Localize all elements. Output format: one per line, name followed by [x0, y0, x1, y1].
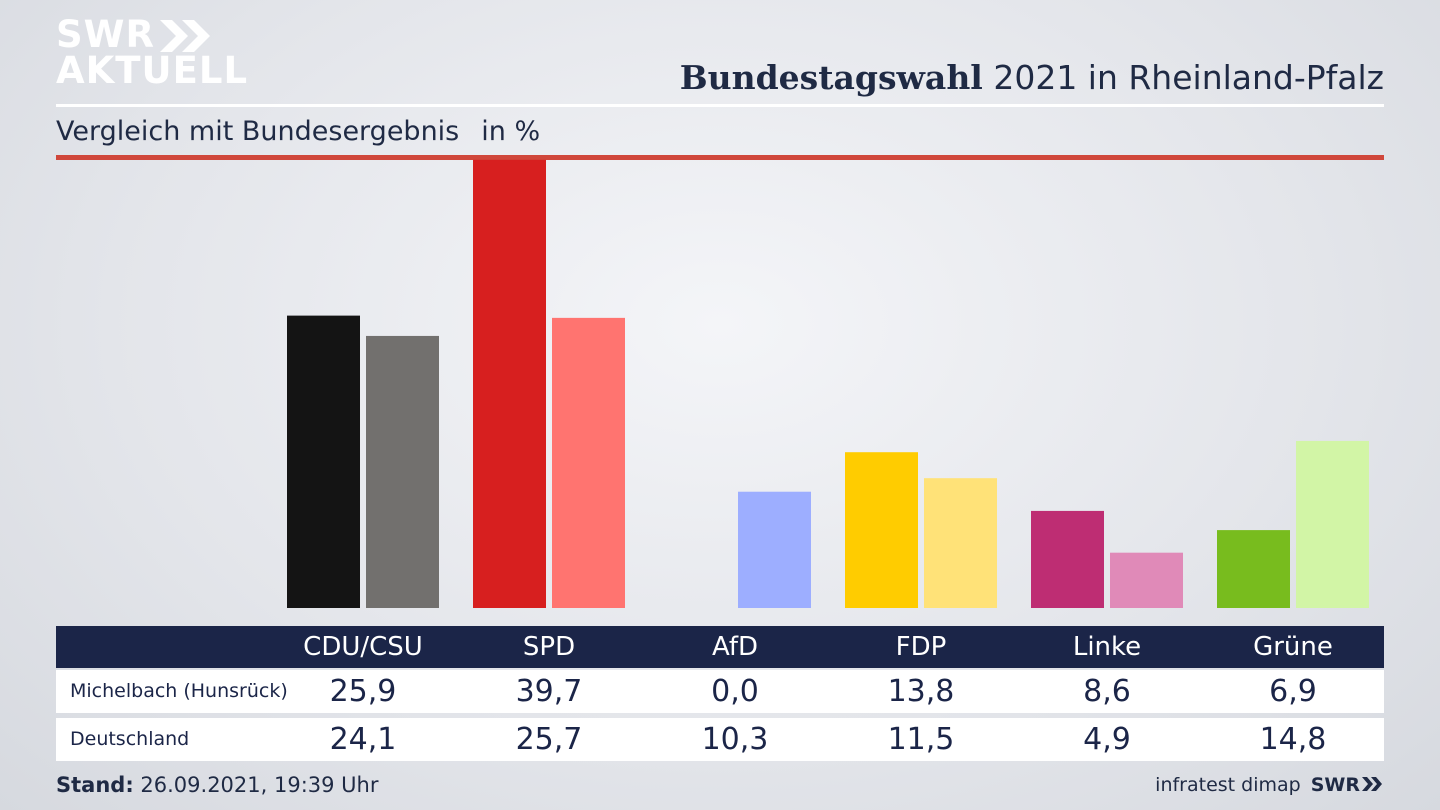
table-header — [56, 626, 1384, 668]
value-gr-ne-national: 14,8 — [1259, 722, 1327, 757]
column-header-linke: Linke — [1072, 632, 1142, 662]
bar-fdp-s2 — [924, 478, 997, 608]
bar-cdu-csu-s1 — [287, 315, 360, 608]
stand-label: Stand: — [56, 773, 134, 797]
bar-cdu-csu-s2 — [366, 335, 439, 608]
bar-fdp-s1 — [845, 452, 918, 608]
value-cdu-csu-local: 25,9 — [329, 674, 397, 709]
bar-gr-ne-s2 — [1296, 440, 1369, 608]
timestamp: Stand: 26.09.2021, 19:39 Uhr — [56, 770, 379, 800]
value-afd-national: 10,3 — [701, 722, 769, 757]
column-header-afd: AfD — [711, 632, 759, 662]
chart-subtitle: Vergleich mit Bundesergebnis in % — [56, 114, 540, 150]
column-header-cdu-csu: CDU/CSU — [303, 632, 423, 662]
title-bold: Bundestagswahl — [679, 58, 983, 97]
value-afd-local: 0,0 — [711, 674, 759, 709]
header-divider — [56, 104, 1384, 107]
bar-spd-s1 — [473, 159, 546, 608]
title-rest: 2021 in Rheinland-Pfalz — [982, 58, 1384, 97]
stand-value: 26.09.2021, 19:39 Uhr — [133, 773, 379, 797]
brand-text: SWR — [1310, 774, 1360, 796]
logo-line-2: AKTUELL — [56, 49, 249, 92]
value-cdu-csu-national: 24,1 — [329, 722, 397, 757]
brand-chevron-icon — [1362, 777, 1382, 791]
bar-linke-s2 — [1110, 552, 1183, 608]
bar-linke-s1 — [1031, 510, 1104, 608]
unit-label: in % — [481, 116, 541, 147]
value-fdp-local: 13,8 — [887, 674, 955, 709]
value-fdp-national: 11,5 — [887, 722, 955, 757]
logo-line-1: SWR — [56, 13, 155, 56]
source-text: infratest dimap — [1155, 774, 1301, 796]
table-row-local — [56, 670, 1384, 713]
column-header-fdp: FDP — [895, 632, 947, 662]
accent-divider — [56, 155, 1384, 160]
source-credit: infratest dimap SWR — [1155, 770, 1384, 800]
row-label-local: Michelbach (Hunsrück) — [70, 680, 288, 702]
bar-chart — [287, 159, 1369, 608]
value-linke-local: 8,6 — [1083, 674, 1131, 709]
column-header-spd: SPD — [522, 632, 576, 662]
value-spd-local: 39,7 — [515, 674, 583, 709]
swr-aktuell-logo: SWR AKTUELL — [56, 13, 247, 90]
bar-spd-s2 — [552, 317, 625, 608]
value-linke-national: 4,9 — [1083, 722, 1131, 757]
bar-gr-ne-s1 — [1217, 530, 1290, 608]
column-header-gr-ne: Grüne — [1253, 632, 1333, 662]
page-title: Bundestagswahl 2021 in Rheinland-Pfalz — [680, 56, 1384, 100]
subtitle-text: Vergleich mit Bundesergebnis — [56, 116, 460, 147]
bar-afd-s2 — [738, 491, 811, 608]
value-gr-ne-local: 6,9 — [1269, 674, 1317, 709]
double-chevron-icon — [160, 20, 210, 52]
table-row-national — [56, 718, 1384, 761]
value-spd-national: 25,7 — [515, 722, 583, 757]
row-label-national: Deutschland — [70, 728, 190, 750]
